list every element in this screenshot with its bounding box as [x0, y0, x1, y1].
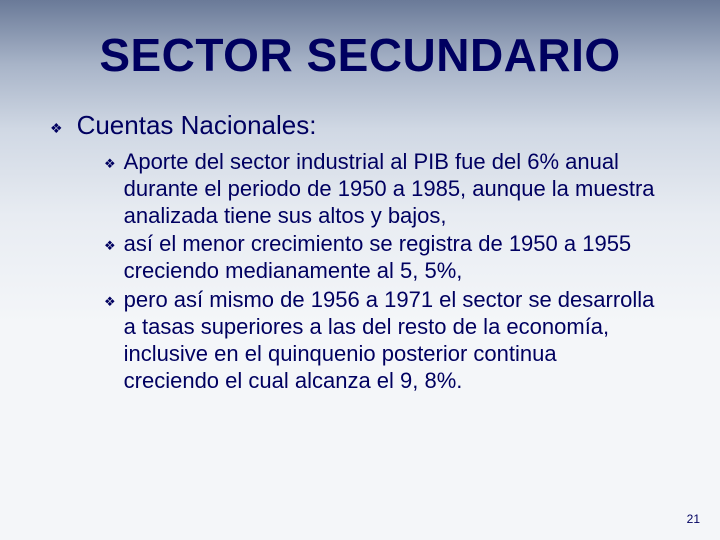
- diamond-bullet-icon: ❖: [104, 294, 116, 310]
- diamond-bullet-icon: ❖: [50, 120, 63, 137]
- slide-content: ❖ Cuentas Nacionales: ❖ Aporte del secto…: [0, 102, 720, 394]
- level1-text: Cuentas Nacionales:: [77, 110, 317, 141]
- level2-block: ❖ Aporte del sector industrial al PIB fu…: [50, 149, 660, 394]
- page-number: 21: [687, 512, 700, 526]
- level2-text: así el menor crecimiento se registra de …: [124, 231, 656, 285]
- diamond-bullet-icon: ❖: [104, 238, 116, 254]
- level2-text: Aporte del sector industrial al PIB fue …: [124, 149, 656, 229]
- bullet-level2: ❖ Aporte del sector industrial al PIB fu…: [104, 149, 656, 229]
- slide-title: SECTOR SECUNDARIO: [0, 0, 720, 102]
- bullet-level2: ❖ así el menor crecimiento se registra d…: [104, 231, 656, 285]
- bullet-level2: ❖ pero así mismo de 1956 a 1971 el secto…: [104, 287, 656, 394]
- diamond-bullet-icon: ❖: [104, 156, 116, 172]
- slide: SECTOR SECUNDARIO ❖ Cuentas Nacionales: …: [0, 0, 720, 540]
- level2-text: pero así mismo de 1956 a 1971 el sector …: [124, 287, 656, 394]
- bullet-level1: ❖ Cuentas Nacionales:: [50, 110, 660, 141]
